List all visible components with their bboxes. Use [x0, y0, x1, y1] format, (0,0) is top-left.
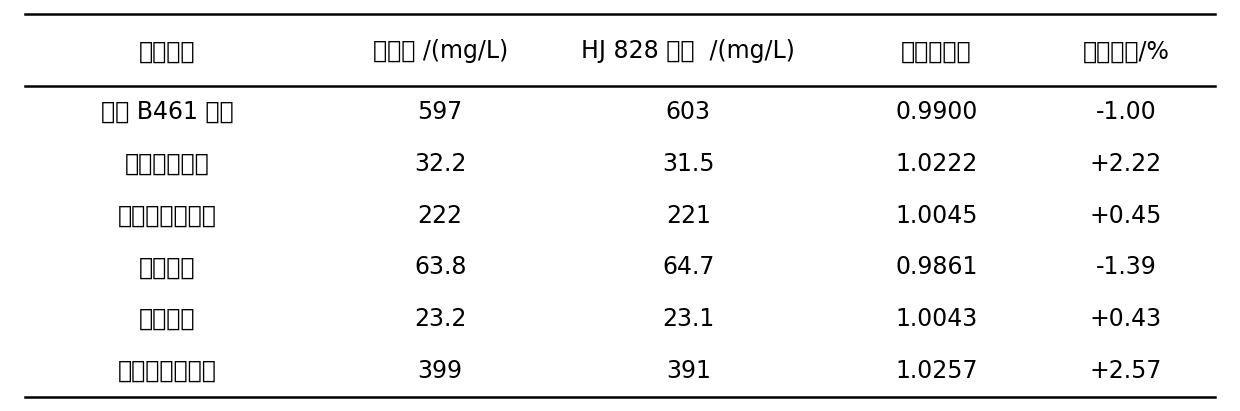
Text: +2.57: +2.57 [1090, 359, 1162, 383]
Text: 23.2: 23.2 [414, 307, 466, 331]
Text: 样品名称: 样品名称 [139, 39, 196, 63]
Text: 污水调节池进口: 污水调节池进口 [118, 359, 217, 383]
Text: 1.0222: 1.0222 [895, 152, 977, 176]
Text: 1.0043: 1.0043 [895, 307, 977, 331]
Text: 603: 603 [666, 100, 711, 124]
Text: 23.1: 23.1 [662, 307, 714, 331]
Text: 0.9900: 0.9900 [895, 100, 977, 124]
Text: 63.8: 63.8 [414, 255, 466, 279]
Text: 1.0257: 1.0257 [895, 359, 977, 383]
Text: 32.2: 32.2 [414, 152, 466, 176]
Text: 两方法比值: 两方法比值 [901, 39, 971, 63]
Text: 391: 391 [666, 359, 711, 383]
Text: +2.22: +2.22 [1090, 152, 1162, 176]
Text: 221: 221 [666, 203, 711, 228]
Text: 含盐一级澄清池: 含盐一级澄清池 [118, 203, 217, 228]
Text: +0.43: +0.43 [1090, 307, 1162, 331]
Text: 本方法 /(mg/L): 本方法 /(mg/L) [372, 39, 508, 63]
Text: 222: 222 [418, 203, 463, 228]
Text: 聚合污水: 聚合污水 [139, 255, 196, 279]
Text: HJ 828 方法  /(mg/L): HJ 828 方法 /(mg/L) [582, 39, 795, 63]
Text: 597: 597 [418, 100, 463, 124]
Text: 腈污 B461 废水: 腈污 B461 废水 [102, 100, 233, 124]
Text: 399: 399 [418, 359, 463, 383]
Text: -1.00: -1.00 [1096, 100, 1156, 124]
Text: 相对误差/%: 相对误差/% [1083, 39, 1169, 63]
Text: 0.9861: 0.9861 [895, 255, 977, 279]
Text: +0.45: +0.45 [1090, 203, 1162, 228]
Text: 64.7: 64.7 [662, 255, 714, 279]
Text: -1.39: -1.39 [1096, 255, 1156, 279]
Text: 31.5: 31.5 [662, 152, 714, 176]
Text: 炼油清净下水: 炼油清净下水 [125, 152, 210, 176]
Text: 回用水池: 回用水池 [139, 307, 196, 331]
Text: 1.0045: 1.0045 [895, 203, 977, 228]
